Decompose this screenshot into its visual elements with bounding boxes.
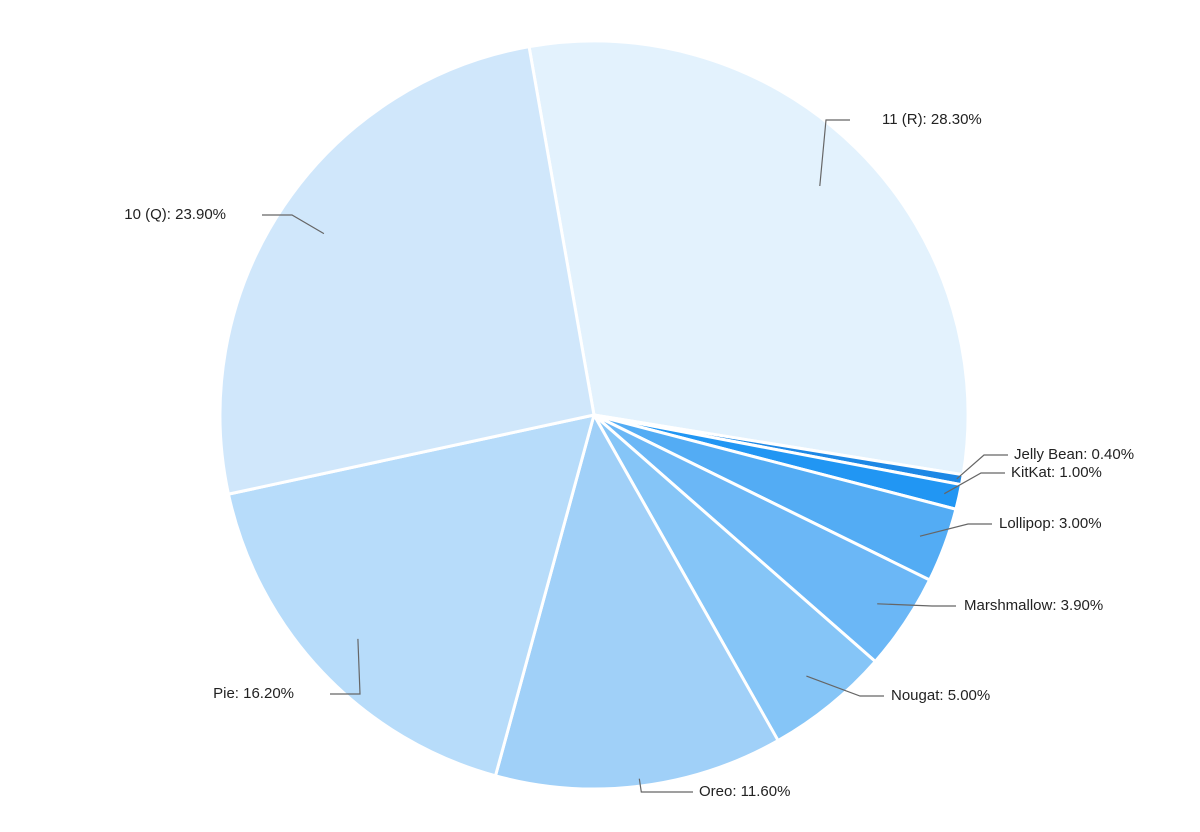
leader-line-oreo xyxy=(638,778,693,793)
slice-label-kitkat: KitKat: 1.00% xyxy=(1011,464,1102,481)
slice-label-11-r: 11 (R): 28.30% xyxy=(882,111,982,128)
slice-label-marshmallow: Marshmallow: 3.90% xyxy=(964,597,1103,614)
leader-line-marshmallow xyxy=(877,603,956,607)
slice-label-oreo: Oreo: 11.60% xyxy=(699,783,790,800)
pie-slice-pie xyxy=(226,413,596,778)
slice-label-10-q: 10 (Q): 23.90% xyxy=(124,206,226,223)
slice-label-pie: Pie: 16.20% xyxy=(213,685,294,702)
leader-line-lollipop xyxy=(919,523,992,537)
leader-line-nougat xyxy=(806,675,884,697)
slice-label-lollipop: Lollipop: 3.00% xyxy=(999,515,1102,532)
leader-line-pie xyxy=(330,638,361,695)
pie-slice-10-q xyxy=(218,45,596,496)
leader-line-10-q xyxy=(262,214,325,235)
slices-layer xyxy=(218,39,970,791)
slice-label-jelly-bean: Jelly Bean: 0.40% xyxy=(1014,446,1134,463)
pie-slice-11-r xyxy=(527,39,970,477)
leader-lines-layer xyxy=(262,119,1008,793)
slice-label-nougat: Nougat: 5.00% xyxy=(891,687,990,704)
leader-line-jelly-bean xyxy=(956,454,1008,480)
leader-line-kitkat xyxy=(944,472,1005,495)
labels-layer: 11 (R): 28.30% Jelly Bean: 0.40%KitKat: 1… xyxy=(124,111,1134,800)
leader-line-11-r xyxy=(819,119,850,187)
